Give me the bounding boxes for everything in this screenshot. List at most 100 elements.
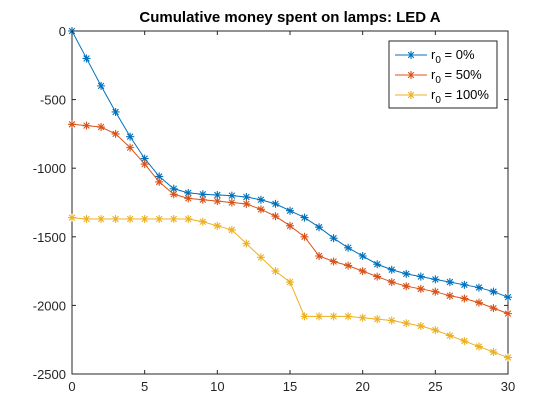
series-2-point-13 [256, 253, 265, 262]
series-2-point-10 [213, 221, 222, 230]
series-0-point-18 [329, 234, 338, 243]
series-2-point-23 [402, 319, 411, 328]
series-1-point-21 [373, 272, 382, 281]
x-tick-label-6: 30 [501, 379, 515, 394]
series-1-point-14 [271, 212, 280, 221]
legend-marker-2 [407, 91, 415, 99]
series-0-point-5 [140, 154, 149, 163]
series-1-point-29 [489, 304, 498, 313]
series-2-point-11 [227, 225, 236, 234]
y-tick-label-0: 0 [59, 24, 66, 39]
series-0-point-26 [445, 278, 454, 287]
series-2-point-18 [329, 312, 338, 321]
series-1-point-15 [286, 221, 294, 230]
x-tick-label-2: 10 [210, 379, 224, 394]
x-tick-label-3: 15 [283, 379, 297, 394]
series-0-point-23 [402, 269, 411, 278]
series-1-point-23 [402, 282, 411, 291]
series-2-point-19 [344, 312, 353, 321]
legend-label-0: r0 = 0% [431, 47, 475, 66]
series-0-point-20 [358, 252, 367, 261]
legend-marker-0 [407, 51, 415, 59]
series-2-point-26 [445, 331, 454, 340]
series-0-point-29 [489, 287, 498, 296]
series-0-point-21 [373, 260, 382, 269]
series-1 [68, 120, 512, 318]
legend-entry-2: r0 = 100% [395, 87, 489, 106]
series-1-point-25 [431, 287, 440, 296]
series-0-point-7 [169, 184, 178, 193]
series-1-point-2 [97, 123, 106, 132]
series-0-point-19 [344, 243, 353, 252]
series-0-point-1 [82, 54, 91, 63]
series-0-point-6 [155, 172, 164, 181]
series-0-point-16 [300, 213, 309, 222]
series-2-point-0 [68, 213, 76, 222]
legend-entry-0: r0 = 0% [395, 47, 475, 66]
series-0-point-4 [126, 132, 135, 141]
axis-ticks: 0 5 10 15 20 25 30 0 -500 -1000 -1500 -2000 -2500 [33, 24, 515, 394]
series-0-point-8 [184, 188, 193, 197]
series-2-point-14 [271, 267, 280, 276]
series-2-point-22 [387, 316, 396, 325]
series-1-point-0 [68, 120, 76, 129]
series-1-point-26 [445, 291, 454, 300]
series-1-point-10 [213, 197, 222, 206]
y-tick-label-5: -2500 [33, 367, 66, 382]
series-2-point-25 [431, 326, 440, 335]
series-1-point-1 [82, 121, 91, 130]
series-1-point-7 [169, 190, 178, 199]
series-0-point-2 [97, 81, 106, 90]
series-1-point-8 [184, 194, 193, 203]
chart-title: Cumulative money spent on lamps: LED A [139, 9, 440, 26]
series-0-point-10 [213, 190, 222, 199]
series-0 [68, 27, 512, 302]
series-1-point-4 [126, 143, 135, 152]
series-1-point-3 [111, 129, 120, 138]
series-2-point-6 [155, 214, 164, 223]
series-2-point-5 [140, 214, 149, 223]
series-0-point-13 [256, 195, 265, 204]
series-2-point-24 [416, 321, 425, 330]
series-0-point-28 [474, 283, 483, 292]
series-0-point-14 [271, 199, 280, 208]
series-0-point-11 [227, 191, 236, 200]
series-1-point-11 [227, 198, 236, 207]
y-tick-label-3: -1500 [33, 230, 66, 245]
legend-entry-1: r0 = 50% [395, 67, 482, 86]
series-2-point-8 [184, 214, 193, 223]
legend-label-2: r0 = 100% [431, 87, 489, 106]
series-0-point-9 [198, 190, 207, 199]
legend: r0 = 0%r0 = 50%r0 = 100% [388, 40, 498, 109]
series-1-point-17 [315, 252, 324, 261]
series-2-point-2 [97, 214, 106, 223]
series-1-point-28 [474, 298, 483, 307]
series-2-point-28 [474, 342, 483, 351]
series-2-point-7 [169, 214, 178, 223]
series-2-point-29 [489, 348, 498, 357]
series-0-point-22 [387, 265, 396, 274]
series-1-point-5 [140, 160, 149, 169]
series-2-point-9 [198, 217, 207, 226]
x-tick-label-0: 0 [68, 379, 75, 394]
legend-marker-1 [407, 71, 415, 79]
x-tick-label-4: 20 [355, 379, 369, 394]
series-0-point-24 [416, 272, 425, 281]
series-2-point-20 [358, 313, 367, 322]
series-0-point-25 [431, 275, 440, 284]
series-0-point-12 [242, 193, 251, 202]
y-tick-label-4: -2000 [33, 298, 66, 313]
series-2-point-17 [315, 312, 324, 321]
series-1-point-19 [344, 261, 353, 270]
series-1-point-18 [329, 257, 338, 266]
series-2-point-16 [300, 312, 309, 321]
series-0-point-15 [286, 206, 294, 215]
series-1-point-20 [358, 267, 367, 276]
series-2-point-3 [111, 214, 120, 223]
series-0-point-3 [111, 107, 120, 116]
series-1-point-27 [460, 294, 469, 303]
series-1-point-13 [256, 205, 265, 214]
y-tick-label-1: -500 [40, 93, 66, 108]
series-1-point-9 [198, 195, 207, 204]
